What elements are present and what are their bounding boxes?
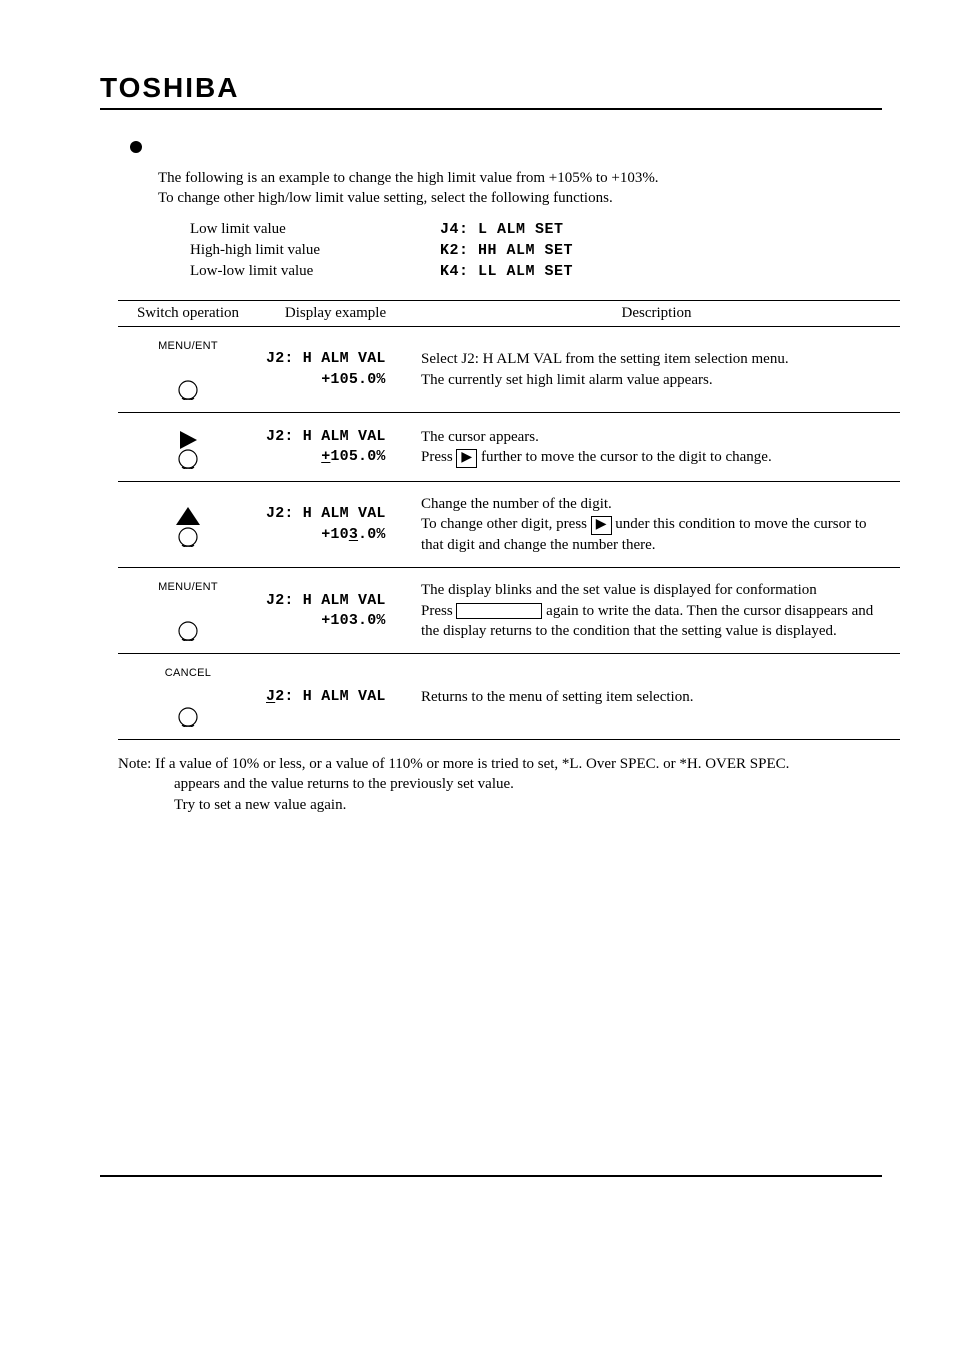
description-cell: Change the number of the digit.To change… [413, 482, 900, 568]
switch-cell: MENU/ENT [118, 568, 258, 654]
intro-line1: The following is an example to change th… [158, 170, 659, 186]
intro-line2: To change other high/low limit value set… [158, 190, 613, 206]
limit-label: Low-low limit value [190, 261, 440, 281]
rule-bottom [100, 1175, 882, 1177]
switch-cell: CANCEL [118, 654, 258, 740]
switch-cell: MENU/ENT [118, 327, 258, 413]
switch-cell [118, 482, 258, 568]
limit-code: K4: LL ALM SET [440, 262, 573, 282]
description-cell: Select J2: H ALM VAL from the setting it… [413, 327, 900, 413]
table-row: MENU/ENT J2: H ALM VAL +103.0%The displa… [118, 568, 900, 654]
operation-table: Switch operation Display example Descrip… [118, 300, 900, 740]
table-row: CANCEL J2: H ALM VALReturns to the menu … [118, 654, 900, 740]
switch-label: MENU/ENT [126, 339, 250, 354]
display-cell: J2: H ALM VAL [258, 654, 413, 740]
table-row: J2: H ALM VAL +105.0%The cursor appears.… [118, 413, 900, 482]
display-cell: J2: H ALM VAL +105.0% [258, 327, 413, 413]
limit-row: High-high limit value K2: HH ALM SET [190, 240, 882, 261]
th-desc: Description [413, 301, 900, 327]
description-cell: The display blinks and the set value is … [413, 568, 900, 654]
switch-cell [118, 413, 258, 482]
limit-row: Low limit value J4: L ALM SET [190, 219, 882, 240]
limit-list: Low limit value J4: L ALM SET High-high … [100, 219, 882, 283]
limit-row: Low-low limit value K4: LL ALM SET [190, 261, 882, 282]
limit-code: J4: L ALM SET [440, 220, 564, 240]
limit-code: K2: HH ALM SET [440, 241, 573, 261]
th-switch: Switch operation [118, 301, 258, 327]
note: Note: If a value of 10% or less, or a va… [100, 754, 882, 815]
description-cell: Returns to the menu of setting item sele… [413, 654, 900, 740]
rule-top [100, 108, 882, 110]
description-cell: The cursor appears.Press ▶ further to mo… [413, 413, 900, 482]
display-cell: J2: H ALM VAL +105.0% [258, 413, 413, 482]
limit-label: Low limit value [190, 219, 440, 239]
display-cell: J2: H ALM VAL +103.0% [258, 568, 413, 654]
switch-label: MENU/ENT [126, 580, 250, 595]
table-row: MENU/ENT J2: H ALM VAL +105.0%Select J2:… [118, 327, 900, 413]
bullet-icon [130, 141, 142, 153]
th-display: Display example [258, 301, 413, 327]
note-line2: appears and the value returns to the pre… [118, 774, 882, 794]
bullet-heading [100, 138, 882, 156]
table-row: J2: H ALM VAL +103.0%Change the number o… [118, 482, 900, 568]
display-cell: J2: H ALM VAL +103.0% [258, 482, 413, 568]
note-line3: Try to set a new value again. [118, 795, 882, 815]
switch-label: CANCEL [126, 666, 250, 681]
limit-label: High-high limit value [190, 240, 440, 260]
brand-logo: TOSHIBA [100, 72, 882, 104]
note-line1: Note: If a value of 10% or less, or a va… [118, 756, 789, 772]
intro-text: The following is an example to change th… [100, 168, 882, 209]
